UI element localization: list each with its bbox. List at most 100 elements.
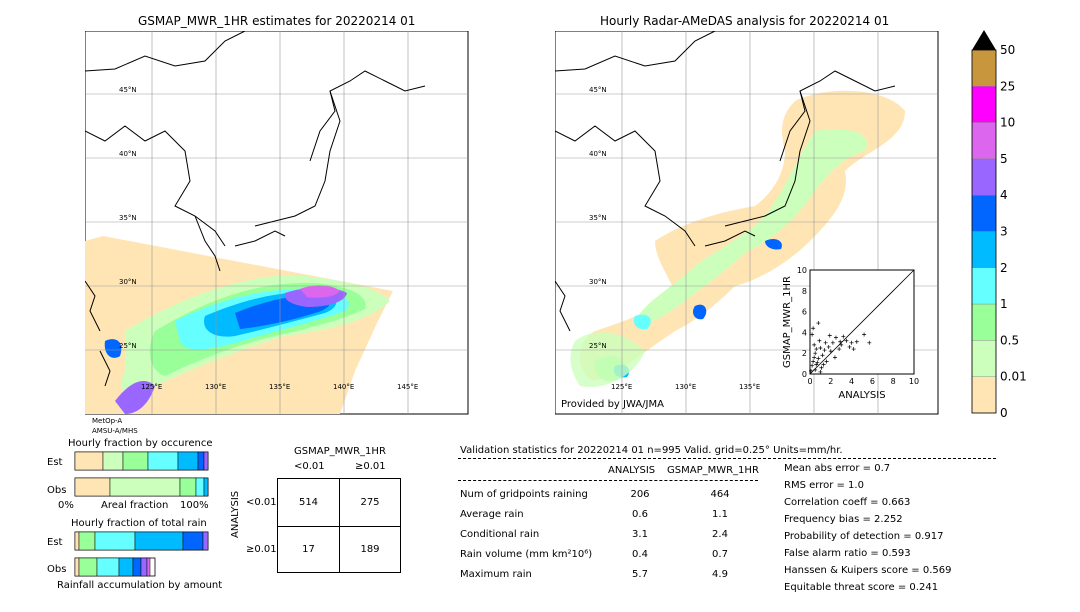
right-rain-field [570, 90, 905, 387]
colorbar-segment [971, 86, 997, 123]
total-rain-est-seg-1 [74, 531, 80, 551]
right-lon-135: 135°E [739, 383, 760, 391]
scatter-point [839, 342, 844, 347]
left-lat-40: 40°N [119, 150, 137, 158]
scatter-xtick: 8 [891, 377, 896, 386]
colorbar-frame [971, 49, 997, 414]
scatter-reference-line [809, 269, 915, 375]
colorbar-label: 10 [1000, 116, 1015, 130]
score-4: Probability of detection = 0.917 [784, 531, 944, 542]
stat-label-4: Maximum rain [460, 569, 532, 580]
right-map-title: Hourly Radar-AMeDAS analysis for 2022021… [600, 14, 890, 28]
colorbar-label: 3 [1000, 225, 1008, 239]
total-rain-est-label: Est [47, 537, 63, 548]
total-rain-bars [74, 531, 209, 577]
total-rain-obs-seg-3 [96, 557, 120, 577]
scatter-point [834, 335, 838, 340]
scatter-point [826, 344, 831, 349]
scatter-point [809, 368, 814, 373]
stat-gsmap-4: 4.9 [712, 569, 728, 580]
scatter-point [810, 332, 815, 337]
left-lon-125: 125°E [141, 383, 162, 391]
contingency-cell-00: 514 [298, 497, 319, 508]
score-3: Frequency bias = 2.252 [784, 514, 903, 525]
right-lon-130: 130°E [675, 383, 696, 391]
scatter-point [828, 349, 833, 354]
scatter-point [830, 340, 835, 345]
contingency-row-label: ANALYSIS [230, 490, 241, 538]
validation-col-gsmap: GSMAP_MWR_1HR [667, 465, 759, 476]
right-lon-125: 125°E [611, 383, 632, 391]
occurrence-est-seg-3 [122, 451, 149, 471]
total-rain-obs-label: Obs [47, 564, 67, 575]
score-6: Hanssen & Kuipers score = 0.569 [784, 565, 952, 576]
right-map: 45°N 40°N 35°N 30°N 25°N 125°E 130°E 135… [555, 31, 939, 415]
stat-analysis-0: 206 [630, 489, 650, 500]
colorbar-label: 4 [1000, 188, 1008, 202]
contingency-cell-10: 17 [302, 544, 315, 555]
scatter-xtick: 10 [909, 377, 919, 386]
left-lat-30: 30°N [119, 278, 137, 286]
colorbar-labels: 50 25 10 5 4 3 2 1 0.5 0.01 0 [1000, 43, 1026, 420]
scatter-point [818, 346, 823, 350]
total-rain-obs-seg-4 [118, 557, 134, 577]
scatter-point [844, 338, 849, 343]
left-lon-labels: 125°E 130°E 135°E 140°E 145°E [141, 383, 418, 391]
scatter-ytick: 4 [802, 328, 807, 337]
left-map: 45°N 40°N 35°N 30°N 25°N 125°E 130°E 135… [85, 31, 469, 415]
colorbar-segment [971, 340, 997, 377]
scatter-point [854, 339, 859, 344]
left-lon-140: 140°E [333, 383, 354, 391]
score-7: Equitable threat score = 0.241 [784, 582, 939, 593]
validation-divider [458, 458, 996, 459]
scatter-ytick: 10 [797, 266, 807, 275]
scatter-point [812, 355, 817, 360]
left-lon-130: 130°E [205, 383, 226, 391]
colorbar-segment [971, 49, 997, 87]
scatter-point [811, 326, 816, 331]
scatter-ytick: 6 [802, 308, 807, 317]
scatter-point [822, 348, 827, 353]
scatter-xtick: 6 [870, 377, 875, 386]
satellite-label: MetOp-A [92, 417, 123, 425]
occurrence-obs-seg-2 [109, 477, 181, 497]
score-1: RMS error = 1.0 [784, 480, 864, 491]
colorbar-segment [971, 303, 997, 341]
scatter-ylabel: GSMAP_MWR_1HR [782, 276, 793, 368]
scatter-plot: 00 2 2 4 4 6 6 8 8 10 10 ANALYSIS GSMAP_MWR_1HR [782, 266, 919, 401]
left-map-title: GSMAP_MWR_1HR estimates for 20220214 01 [138, 14, 416, 28]
occurrence-est-seg-6 [197, 451, 205, 471]
contingency-cell-11: 189 [360, 544, 380, 555]
colorbar-label: 50 [1000, 43, 1015, 57]
colorbar-segment [971, 231, 997, 268]
occurrence-est-seg-2 [102, 451, 124, 471]
sensor-label: AMSU-A/MHS [92, 427, 138, 435]
left-lat-35: 35°N [119, 214, 137, 222]
scatter-point [812, 342, 817, 347]
colorbar-extend-arrow [972, 30, 996, 50]
right-lat-35: 35°N [589, 214, 607, 222]
left-lon-145: 145°E [397, 383, 418, 391]
stat-analysis-3: 0.4 [632, 549, 648, 560]
scatter-point [827, 333, 832, 338]
total-rain-est-seg-5 [182, 531, 204, 551]
stat-label-2: Conditional rain [460, 529, 540, 540]
scatter-ytick: 0 [802, 370, 807, 379]
scatter-point [818, 369, 823, 374]
contingency-row-2: ≥0.01 [246, 544, 277, 555]
left-lon-135: 135°E [269, 383, 290, 391]
occurrence-est-seg-4 [147, 451, 179, 471]
colorbar: 50 25 10 5 4 3 2 1 0.5 0.01 0 [971, 30, 1026, 420]
stat-gsmap-1: 1.1 [712, 509, 728, 520]
occurrence-xtick-1: 100% [180, 500, 209, 511]
occurrence-est-seg-5 [177, 451, 199, 471]
score-5: False alarm ratio = 0.593 [784, 548, 911, 559]
left-coastline [85, 31, 426, 387]
colorbar-label: 1 [1000, 297, 1008, 311]
stat-gsmap-2: 2.4 [712, 529, 728, 540]
credit-label: Provided by JWA/JMA [561, 399, 664, 410]
colorbar-label: 0.5 [1000, 333, 1019, 347]
scatter-point [849, 340, 854, 345]
occurrence-est-seg-1 [74, 451, 104, 471]
colorbar-segments [971, 49, 997, 414]
